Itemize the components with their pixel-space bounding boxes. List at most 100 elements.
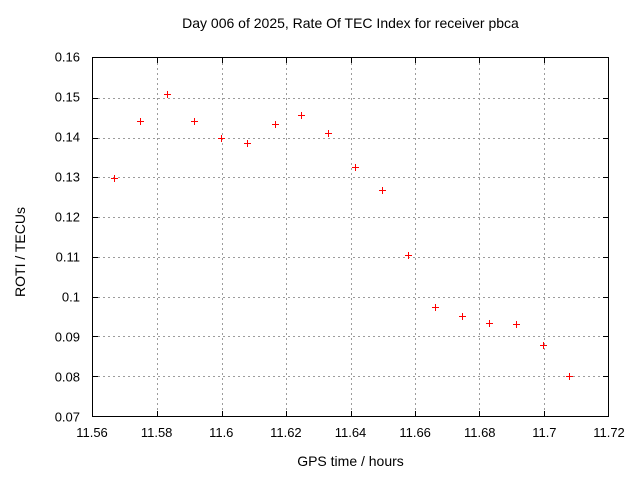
y-gridline — [93, 177, 608, 179]
y-tick — [603, 296, 608, 298]
y-tick — [93, 256, 98, 258]
data-point — [405, 252, 413, 260]
x-gridline — [543, 58, 545, 416]
x-gridline — [221, 58, 223, 416]
y-tick-label: 0.08 — [54, 369, 80, 385]
data-point — [432, 304, 440, 312]
marker-line — [247, 139, 249, 147]
data-point — [539, 342, 547, 350]
y-gridline — [93, 256, 608, 258]
marker-line — [542, 342, 544, 350]
x-tick-label: 11.62 — [270, 425, 302, 440]
y-tick — [93, 376, 98, 378]
y-tick-label: 0.16 — [54, 49, 80, 65]
x-tick-labels: 11.56 11.58 11.6 11.62 11.64 11.66 11.68 11.7 11… — [76, 425, 625, 441]
data-point — [351, 163, 359, 171]
x-gridline — [350, 58, 352, 416]
y-tick — [93, 217, 98, 219]
x-tick — [286, 411, 288, 416]
y-tick-label: 0.15 — [54, 89, 80, 105]
data-point — [298, 112, 306, 120]
data-point — [271, 121, 279, 129]
marker-line — [220, 134, 222, 142]
y-tick — [603, 97, 608, 99]
x-tick — [286, 58, 288, 63]
x-tick-label: 11.72 — [593, 425, 625, 440]
marker-line — [408, 252, 410, 260]
x-gridline — [414, 58, 416, 416]
x-tick-label: 11.64 — [334, 425, 367, 440]
x-tick-label: 11.68 — [463, 425, 496, 440]
marker-line — [166, 90, 168, 98]
data-point — [137, 117, 145, 125]
y-tick — [603, 376, 608, 378]
y-tick — [603, 177, 608, 179]
x-tick-label: 11.58 — [140, 425, 173, 440]
marker-line — [435, 304, 437, 312]
x-gridline — [157, 58, 159, 416]
y-gridline — [93, 137, 608, 139]
data-point — [110, 174, 118, 182]
x-tick-label: 11.6 — [209, 425, 234, 440]
marker-line — [462, 312, 464, 320]
y-tick — [603, 256, 608, 258]
y-tick — [603, 336, 608, 338]
plot-area — [92, 57, 609, 417]
x-tick — [157, 411, 159, 416]
data-point — [485, 319, 493, 327]
y-tick — [93, 336, 98, 338]
y-tick-label: 0.14 — [54, 129, 80, 145]
x-tick — [414, 411, 416, 416]
y-gridline — [93, 336, 608, 338]
data-point — [217, 134, 225, 142]
y-tick — [603, 217, 608, 219]
x-tick — [221, 58, 223, 63]
data-point — [244, 139, 252, 147]
y-tick — [93, 137, 98, 139]
data-point — [566, 373, 574, 381]
x-tick-label: 11.7 — [532, 425, 557, 440]
x-tick — [479, 411, 481, 416]
y-tick-label: 0.12 — [54, 209, 80, 225]
data-point — [324, 129, 332, 137]
x-tick-label: 11.56 — [76, 425, 108, 440]
y-tick — [93, 296, 98, 298]
y-gridline — [93, 296, 608, 298]
x-axis-label: GPS time / hours — [297, 453, 404, 469]
marker-line — [515, 320, 517, 328]
x-tick — [414, 58, 416, 63]
marker-line — [194, 118, 196, 126]
y-tick-label: 0.11 — [55, 249, 80, 265]
x-tick — [543, 58, 545, 63]
y-gridline — [93, 217, 608, 219]
y-gridline — [93, 376, 608, 378]
y-tick-label: 0.07 — [54, 409, 80, 425]
x-gridline — [479, 58, 481, 416]
x-tick — [479, 58, 481, 63]
x-tick — [350, 411, 352, 416]
marker-line — [488, 319, 490, 327]
y-tick-label: 0.1 — [61, 289, 80, 305]
marker-line — [274, 121, 276, 129]
marker-line — [113, 174, 115, 182]
y-tick-labels: 0.07 0.08 0.09 0.1 0.11 0.12 0.13 0.14 0.15 0.16 — [0, 50, 80, 425]
marker-line — [327, 129, 329, 137]
y-tick — [603, 137, 608, 139]
marker-line — [569, 373, 571, 381]
y-gridline — [93, 97, 608, 99]
marker-line — [140, 117, 142, 125]
x-tick — [350, 58, 352, 63]
data-point — [459, 312, 467, 320]
x-tick — [543, 411, 545, 416]
x-tick — [157, 58, 159, 63]
y-tick-label: 0.13 — [54, 169, 80, 185]
marker-line — [381, 186, 383, 194]
x-tick — [221, 411, 223, 416]
x-gridline — [286, 58, 288, 416]
y-tick — [93, 97, 98, 99]
x-tick-label: 11.66 — [399, 425, 431, 440]
chart-title: Day 006 of 2025, Rate Of TEC Index for r… — [182, 15, 519, 31]
marker-line — [354, 163, 356, 171]
data-point — [512, 320, 520, 328]
